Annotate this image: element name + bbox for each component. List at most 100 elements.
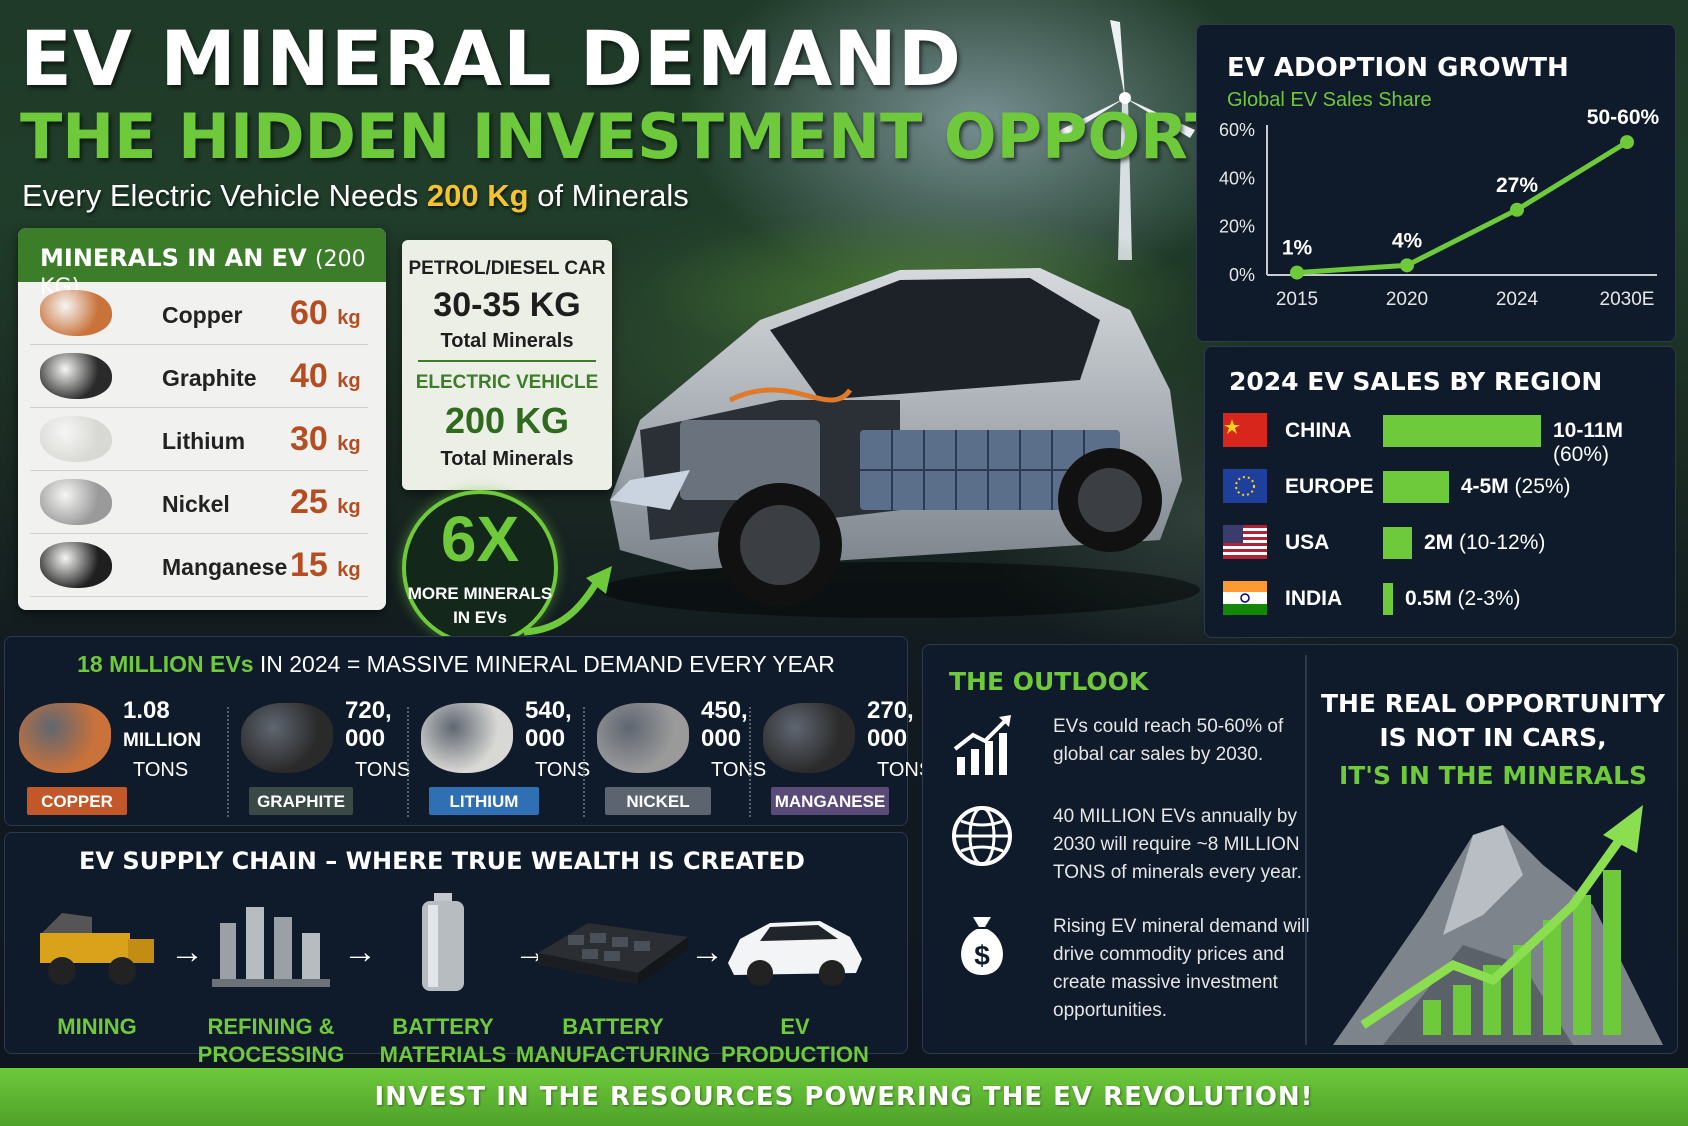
column-divider — [407, 707, 409, 817]
region-name: USA — [1285, 531, 1330, 554]
mineral-tag: NICKEL — [605, 787, 711, 815]
real-line-2: IS NOT IN CARS, — [1379, 723, 1607, 752]
demand-unit: TONS — [535, 759, 591, 781]
step-label-line1: BATTERY — [392, 1014, 494, 1039]
adoption-line-chart: 0% 20% 40% 60% 2015 2020 2024 2030E 1% 4% 27% 50-60… — [1219, 106, 1660, 310]
region-bar — [1383, 583, 1393, 615]
region-sales: 0.5M — [1405, 587, 1452, 610]
annual-demand-rest: IN 2024 = MASSIVE MINERAL DEMAND EVERY Y… — [253, 651, 835, 677]
mineral-tag: LITHIUM — [429, 787, 539, 815]
footer-banner: INVEST IN THE RESOURCES POWERING THE EV … — [0, 1068, 1688, 1126]
minerals-card-header: MINERALS IN AN EV (200 KG) — [18, 228, 386, 300]
adoption-chart-card: EV ADOPTION GROWTH Global EV Sales Share… — [1196, 24, 1676, 342]
step-label-line2: MANUFACTURING — [515, 1042, 711, 1067]
demand-line2: 000 — [525, 725, 566, 752]
refinery-icon — [171, 893, 371, 1003]
demand-line2: 000 — [867, 725, 908, 752]
mineral-name: Copper — [162, 302, 243, 328]
step-label: REFINING & PROCESSING — [171, 1013, 371, 1069]
mineral-unit: kg — [337, 559, 361, 581]
mineral-tag: COPPER — [27, 787, 127, 815]
region-row: CHINA 10-11M (60%) — [1223, 413, 1673, 466]
multiplier-line1: MORE MINERALS — [407, 584, 553, 603]
battery-pack-icon — [513, 893, 713, 1003]
outlook-divider — [1305, 655, 1307, 1045]
region-bar — [1383, 527, 1412, 559]
step-label-line1: BATTERY — [562, 1014, 664, 1039]
region-value: 2M (10-12%) — [1424, 531, 1545, 555]
demand-unit: TONS — [711, 759, 767, 781]
supply-chain-step: BATTERY MANUFACTURING — [513, 893, 713, 1073]
mineral-tag: MANGANESE — [771, 787, 889, 815]
petrol-label: PETROL/DIESEL CAR — [408, 258, 606, 279]
mineral-amount: 30 kg — [290, 420, 361, 459]
demand-line2: 000 — [345, 725, 386, 752]
mineral-value: 60 — [290, 294, 328, 332]
region-sales-card: 2024 EV SALES BY REGION CHINA 10-11M (60%… — [1204, 346, 1676, 638]
region-title: 2024 EV SALES BY REGION — [1229, 367, 1603, 396]
ev-label: ELECTRIC VEHICLE — [415, 372, 599, 393]
step-label-line2: PROCESSING — [197, 1042, 345, 1067]
petrol-unit: Total Minerals — [440, 330, 574, 352]
mineral-unit: kg — [337, 370, 361, 392]
step-label-line1: EV — [780, 1014, 810, 1039]
mineral-rock-icon — [40, 353, 112, 399]
x-tick-label: 2015 — [1276, 289, 1318, 310]
mineral-rock-icon — [40, 479, 112, 525]
ev-car-icon — [695, 893, 895, 1003]
region-row: INDIA 0.5M (2-3%) — [1223, 581, 1673, 617]
mineral-row: Nickel 25 kg — [30, 471, 368, 534]
step-label: EV PRODUCTION — [695, 1013, 895, 1069]
outlook-text-1: EVs could reach 50-60% of global car sal… — [1053, 716, 1284, 765]
mineral-demand-item: 1.08 MILLION TONS COPPER — [19, 697, 201, 817]
region-row: USA 2M (10-12%) — [1223, 525, 1673, 561]
annual-demand-card: 18 MILLION EVs IN 2024 = MASSIVE MINERAL… — [4, 636, 932, 826]
column-divider — [583, 707, 585, 817]
supply-chain-step: BATTERY MATERIALS — [343, 893, 543, 1073]
mineral-value: 25 — [290, 483, 328, 521]
x-tick-label: 2030E — [1600, 289, 1655, 310]
mineral-value: 40 — [290, 357, 328, 395]
demand-unit: TONS — [877, 759, 933, 781]
mineral-rock-icon — [40, 290, 112, 336]
region-value: 4-5M (25%) — [1461, 475, 1571, 499]
step-label: BATTERY MANUFACTURING — [513, 1013, 713, 1069]
mineral-row: Lithium 30 kg — [30, 408, 368, 471]
mineral-amount: 40 kg — [290, 357, 361, 396]
mineral-name: Nickel — [162, 491, 230, 517]
mineral-amount: 25 kg — [290, 483, 361, 522]
step-label-line2: MATERIALS — [379, 1042, 507, 1067]
mineral-rock-icon — [40, 542, 112, 588]
step-label-line1: MINING — [57, 1014, 137, 1039]
data-point — [1510, 202, 1524, 217]
data-point — [1290, 265, 1304, 280]
annual-demand-highlight: 18 MILLION EVs — [77, 651, 254, 677]
arrow-right-icon: → — [343, 933, 377, 971]
demand-line1: 540, — [525, 697, 572, 724]
step-label-line1: REFINING & — [207, 1014, 335, 1039]
mineral-amount: 15 kg — [290, 546, 361, 585]
y-tick-label: 60% — [1219, 120, 1255, 140]
outlook-card: THE OUTLOOK EVs could reach 50-60% of gl… — [922, 644, 1678, 1054]
money-bag-icon: $ — [961, 917, 1003, 975]
outlook-text-3: Rising EV mineral demand will drive comm… — [1053, 916, 1310, 1021]
mineral-rock-icon — [597, 703, 689, 773]
demand-line2: 000 — [701, 725, 742, 752]
growth-chart-icon — [953, 715, 1011, 775]
mineral-name: Graphite — [162, 365, 257, 391]
comparison-card: PETROL/DIESEL CAR 30-35 KG Total Mineral… — [402, 240, 612, 490]
multiplier-line2: IN EVs — [453, 608, 507, 627]
step-label: BATTERY MATERIALS — [343, 1013, 543, 1069]
column-divider — [227, 707, 229, 817]
page-title: EV MINERAL DEMAND — [20, 14, 962, 103]
eu-flag-icon — [1223, 469, 1267, 503]
mining-truck-icon — [0, 893, 197, 1003]
arrow-up-right-icon — [523, 566, 612, 636]
svg-text:$: $ — [974, 940, 990, 971]
demand-value: 270, 000 — [867, 697, 914, 753]
y-tick-label: 40% — [1219, 168, 1255, 188]
globe-icon — [952, 806, 1012, 866]
mineral-unit: kg — [337, 496, 361, 518]
mineral-rock-icon — [40, 416, 112, 462]
mineral-row: Manganese 15 kg — [30, 534, 368, 597]
